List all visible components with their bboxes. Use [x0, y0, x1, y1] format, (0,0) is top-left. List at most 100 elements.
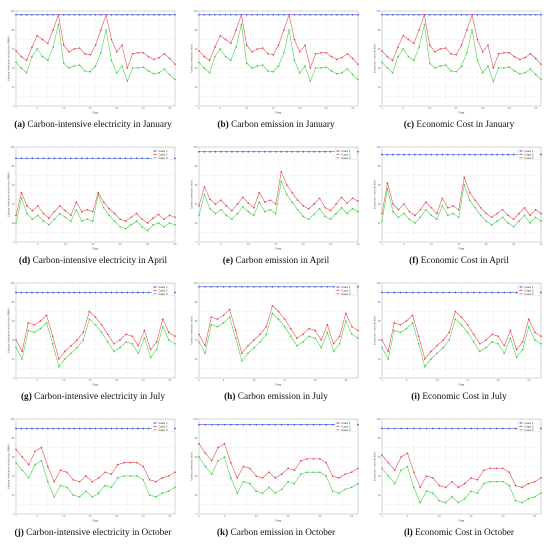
data-point [94, 427, 97, 430]
data-point [419, 486, 422, 489]
data-point [472, 341, 475, 343]
legend-marker [337, 293, 339, 295]
data-point [438, 427, 441, 430]
data-point [457, 153, 460, 156]
data-point [131, 342, 134, 345]
data-point [344, 312, 347, 315]
data-point [236, 150, 239, 153]
data-point [507, 222, 509, 224]
data-point [259, 333, 262, 336]
data-point [444, 501, 447, 504]
data-point [125, 333, 127, 336]
data-point [346, 13, 349, 16]
data-point [444, 47, 447, 49]
data-point [436, 291, 438, 294]
data-point [277, 65, 280, 67]
y-tick-label: 80 [378, 301, 382, 304]
data-point [112, 350, 115, 353]
data-point [381, 153, 383, 156]
data-point [33, 331, 36, 334]
x-tick-label: 25 [146, 243, 150, 246]
caption-text: Carbon emission in October [228, 528, 336, 538]
data-point [406, 452, 409, 455]
series-line [15, 191, 176, 224]
data-point [412, 13, 415, 16]
data-point [471, 13, 473, 16]
data-point [62, 13, 65, 16]
data-point [31, 157, 34, 160]
data-point [78, 13, 81, 16]
data-point [174, 335, 176, 338]
data-point [277, 285, 280, 288]
data-point [423, 23, 426, 26]
data-point [454, 291, 457, 294]
data-point [408, 153, 411, 156]
data-point [299, 473, 302, 475]
y-tick-label: 100 [193, 282, 198, 285]
data-point [73, 48, 76, 50]
data-point [57, 358, 60, 360]
y-tick-label: 20 [378, 222, 382, 225]
data-point [296, 208, 299, 211]
data-point [113, 157, 116, 160]
y-tick-label: 80 [12, 301, 16, 304]
data-point [210, 423, 213, 426]
data-point [91, 480, 94, 483]
data-point [357, 78, 359, 81]
data-point [386, 153, 389, 156]
data-point [330, 70, 333, 72]
data-point [451, 427, 453, 430]
data-point [84, 52, 86, 55]
data-point [247, 202, 250, 204]
data-point [234, 337, 237, 339]
data-point [57, 427, 60, 430]
data-point [80, 220, 83, 222]
legend-label: Case 1 [341, 285, 351, 289]
data-point [86, 208, 89, 211]
data-point [216, 325, 219, 328]
data-point [259, 285, 262, 288]
data-point [482, 482, 485, 485]
series-line [198, 456, 359, 494]
data-point [148, 494, 151, 496]
data-point [518, 220, 520, 222]
data-point [515, 356, 518, 358]
data-point [344, 320, 347, 322]
y-tick-label: 100 [10, 146, 15, 149]
data-point [428, 62, 431, 65]
data-point [274, 423, 277, 426]
legend-marker [520, 286, 522, 288]
data-point [113, 220, 116, 222]
data-point [430, 206, 433, 209]
y-tick-label: 80 [195, 437, 199, 440]
data-point [115, 291, 118, 294]
data-point [88, 318, 91, 320]
data-point [357, 13, 359, 16]
data-point [304, 44, 306, 47]
data-point [113, 212, 116, 215]
data-point [434, 13, 436, 16]
data-point [73, 13, 76, 16]
data-point [428, 44, 431, 47]
data-point [229, 477, 232, 479]
data-point [168, 73, 171, 76]
legend-marker [337, 150, 339, 152]
y-tick-label: 60 [195, 456, 199, 459]
data-point [272, 70, 275, 73]
data-point [425, 427, 428, 430]
data-point [42, 157, 45, 160]
data-point [307, 218, 310, 221]
caption-label: (g) [20, 392, 32, 402]
data-point [412, 486, 415, 489]
data-point [283, 285, 286, 288]
series-line [15, 447, 176, 483]
data-point [381, 50, 383, 52]
data-point [36, 34, 39, 37]
data-point [231, 218, 233, 221]
data-point [320, 13, 322, 16]
data-point [31, 427, 33, 430]
data-point [198, 442, 200, 445]
data-point [251, 67, 253, 69]
data-point [417, 291, 420, 294]
